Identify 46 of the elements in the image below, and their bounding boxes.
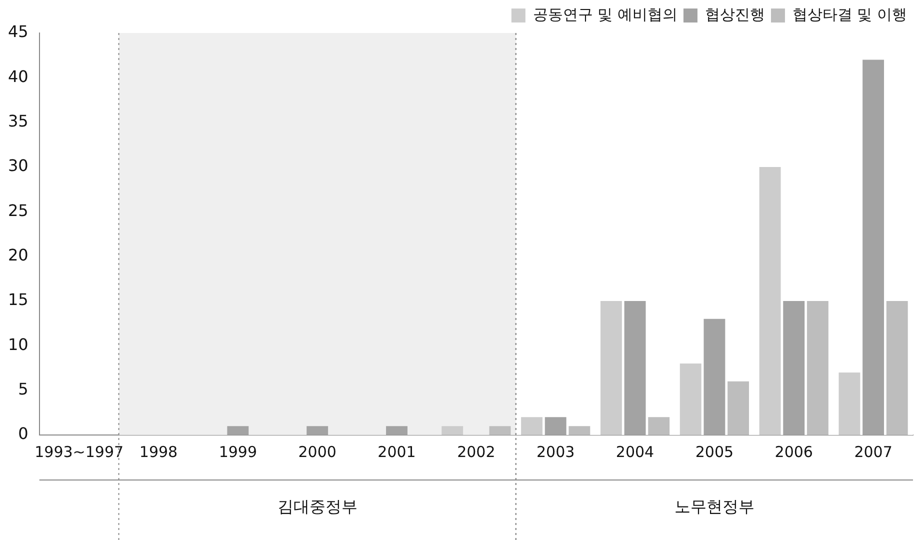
bar [544, 417, 566, 435]
bar [306, 426, 328, 435]
y-tick-label: 10 [8, 334, 28, 354]
y-tick-label: 0 [18, 424, 28, 444]
x-tick-label: 2001 [378, 442, 416, 461]
y-tick-label: 5 [18, 379, 28, 398]
x-tick-label: 2003 [536, 442, 575, 461]
y-tick-label: 45 [8, 22, 28, 42]
bar [521, 417, 542, 435]
text: 노무현정부 [674, 497, 754, 516]
bar [783, 301, 805, 435]
text: 김대중정부 [277, 497, 358, 516]
bar [806, 301, 828, 435]
bar [680, 364, 702, 435]
bar [886, 301, 908, 435]
y-tick-label: 25 [8, 200, 28, 220]
x-tick-label: 2007 [854, 442, 892, 461]
bar [442, 426, 464, 435]
x-tick-label: 1999 [218, 442, 258, 461]
x-tick-label: 2005 [695, 442, 734, 461]
x-tick-label: 2004 [616, 442, 654, 461]
x-tick-label: 1993~1997 [34, 442, 124, 461]
bar [568, 426, 590, 435]
y-tick-label: 15 [8, 290, 28, 310]
bar [227, 426, 249, 435]
bar [862, 60, 884, 435]
x-tick-label: 1998 [139, 442, 178, 461]
x-tick-label: 2006 [774, 442, 813, 461]
bar [489, 426, 511, 435]
legend-label: 공동연구 및 예비협의 [532, 5, 678, 24]
bar [704, 318, 726, 435]
bar [728, 381, 749, 435]
bar [600, 301, 622, 435]
legend-label: 협상진행 [704, 5, 765, 24]
x-tick-label: 2002 [457, 442, 496, 461]
bar [838, 372, 860, 435]
bar [759, 167, 781, 435]
x-tick-label: 2000 [298, 442, 336, 461]
bar [386, 426, 408, 435]
legend-label: 협상타결 및 이행 [792, 5, 908, 24]
y-tick-label: 20 [8, 245, 28, 264]
bar [648, 417, 670, 435]
bar [624, 301, 646, 435]
y-tick-label: 35 [8, 111, 28, 130]
y-tick-label: 30 [8, 156, 28, 176]
y-tick-label: 40 [8, 66, 28, 86]
